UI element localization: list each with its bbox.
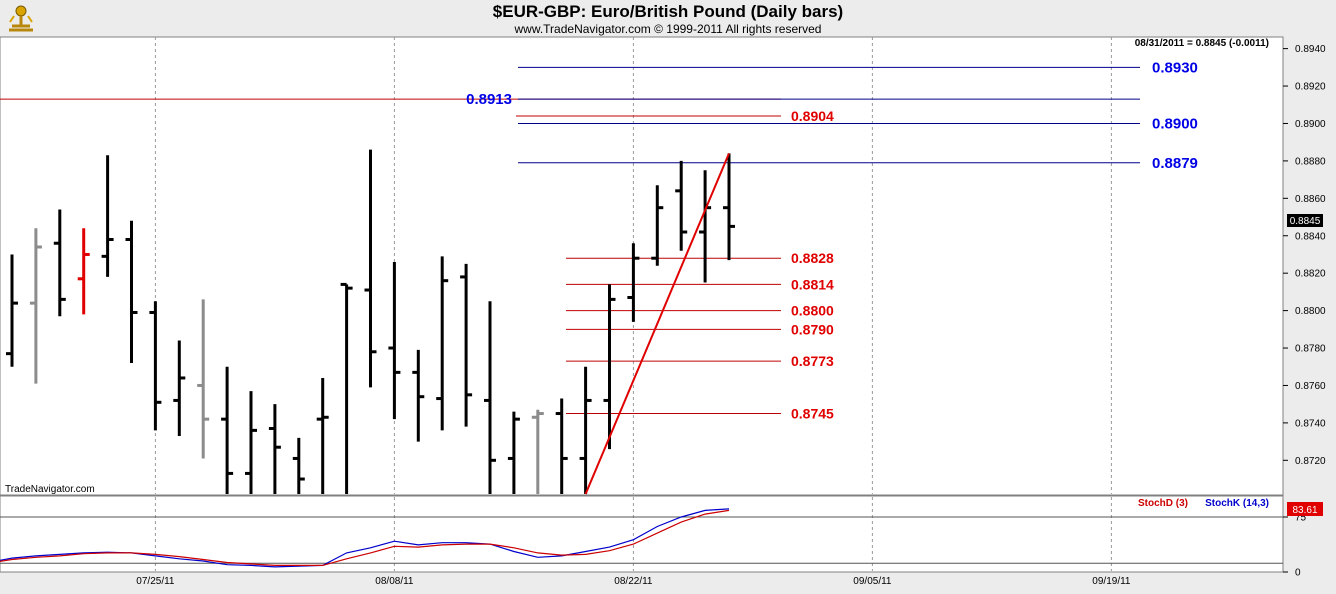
y-tick-label: 0.8740 — [1295, 418, 1326, 429]
y-tick-label: 0.8860 — [1295, 194, 1326, 205]
level-label: 0.8773 — [791, 353, 834, 369]
ohlc-bar — [651, 185, 664, 266]
ohlc-bar — [340, 282, 353, 494]
trendline-segment — [584, 153, 730, 495]
ohlc-bar — [245, 391, 257, 494]
x-tick-label: 08/22/11 — [614, 576, 653, 587]
y-tick-label: 0.8880 — [1295, 156, 1326, 167]
ohlc-bar — [268, 404, 281, 494]
stoch-k-legend: StochK (14,3) — [1205, 498, 1269, 509]
price-axis: 0.8720 0.8740 0.8760 0.8780 0.8800 0.8820 0.88… — [1283, 44, 1326, 579]
level-label: 0.8828 — [791, 250, 834, 266]
watermark-text: TradeNavigator.com — [5, 484, 95, 495]
level-label: 0.8879 — [1152, 155, 1198, 172]
ohlc-bar — [436, 256, 449, 431]
ohlc-bar — [292, 437, 305, 494]
last-stoch-box — [1287, 502, 1323, 516]
ohlc-bar — [53, 209, 66, 317]
ohlc-bar — [603, 284, 616, 450]
level-label: 0.8904 — [791, 108, 834, 124]
trendline — [584, 153, 730, 495]
y-tick-label: 0.8800 — [1295, 306, 1326, 317]
y-tick-label: 0.8780 — [1295, 344, 1326, 355]
stoch-y-tick-label: 75 — [1295, 513, 1307, 524]
ohlc-bar — [77, 228, 90, 315]
ohlc-bar — [412, 349, 425, 442]
ohlc-bar — [101, 155, 114, 277]
level-label: 0.8900 — [1152, 115, 1198, 132]
level-label: 0.8930 — [1152, 59, 1198, 76]
stoch-series-line — [0, 509, 730, 567]
last-price-value: 0.8845 — [1290, 216, 1321, 227]
info-readout: 08/31/2011 = 0.8845 (-0.0011) — [1135, 38, 1269, 49]
price-bars — [6, 149, 735, 494]
stoch-d-legend: StochD (3) — [1138, 498, 1188, 509]
last-price-box — [1287, 214, 1323, 227]
y-tick-label: 0.8820 — [1295, 269, 1326, 280]
date-axis: 07/25/11 08/08/11 08/22/11 09/05/11 09/19/11 — [136, 576, 1131, 587]
y-tick-label: 0.8760 — [1295, 381, 1326, 392]
ohlc-bar — [173, 340, 186, 436]
ohlc-bar — [29, 228, 42, 384]
ohlc-bar — [316, 377, 329, 494]
ohlc-bar — [531, 409, 544, 494]
stoch-y-tick-label: 0 — [1295, 568, 1301, 579]
ohlc-bar — [221, 366, 234, 494]
x-tick-label: 08/08/11 — [375, 576, 414, 587]
ohlc-bar — [125, 220, 138, 364]
ohlc-bar — [555, 398, 568, 494]
x-tick-label: 09/05/11 — [853, 576, 892, 587]
y-tick-label: 0.8840 — [1295, 231, 1326, 242]
ohlc-bar — [507, 411, 520, 494]
level-label: 0.8800 — [791, 303, 834, 319]
ohlc-bar — [388, 261, 401, 420]
chart-title: $EUR-GBP: Euro/British Pound (Daily bars… — [492, 2, 844, 21]
y-tick-label: 0.8720 — [1295, 456, 1326, 467]
chart-header: $EUR-GBP: Euro/British Pound (Daily bars… — [0, 0, 1336, 37]
tradenavigator-logo-icon — [4, 2, 38, 34]
stochastic-lines — [0, 508, 1283, 568]
ohlc-bar — [675, 160, 688, 251]
x-tick-label: 07/25/11 — [136, 576, 175, 587]
ohlc-bar — [723, 153, 735, 261]
ohlc-bar — [197, 299, 210, 459]
x-tick-label: 09/19/11 — [1092, 576, 1131, 587]
stoch-panel-bg — [0, 495, 1284, 573]
fib-level-lines: 0.8913 0.8930 0.8904 0.8900 0.8879 0.8828 0.88… — [0, 59, 1198, 422]
y-tick-label: 0.8940 — [1295, 44, 1326, 55]
price-panel-bg — [0, 36, 1284, 496]
ohlc-bar — [364, 149, 377, 388]
y-tick-label: 0.8920 — [1295, 82, 1326, 93]
y-tick-label: 0.8900 — [1295, 119, 1326, 130]
ohlc-bar — [460, 263, 473, 427]
ohlc-bar — [6, 254, 18, 367]
ohlc-bar — [627, 243, 640, 322]
ohlc-bar — [484, 301, 496, 494]
ohlc-bar — [579, 366, 592, 494]
level-label: 0.8913 — [466, 91, 512, 108]
level-label: 0.8814 — [791, 276, 834, 292]
level-label: 0.8790 — [791, 321, 834, 337]
last-stoch-value: 83.61 — [1292, 505, 1317, 516]
chart-subtitle: www.TradeNavigator.com © 1999-2011 All r… — [514, 22, 822, 36]
level-label: 0.8745 — [791, 406, 834, 422]
ohlc-bar — [149, 301, 162, 431]
